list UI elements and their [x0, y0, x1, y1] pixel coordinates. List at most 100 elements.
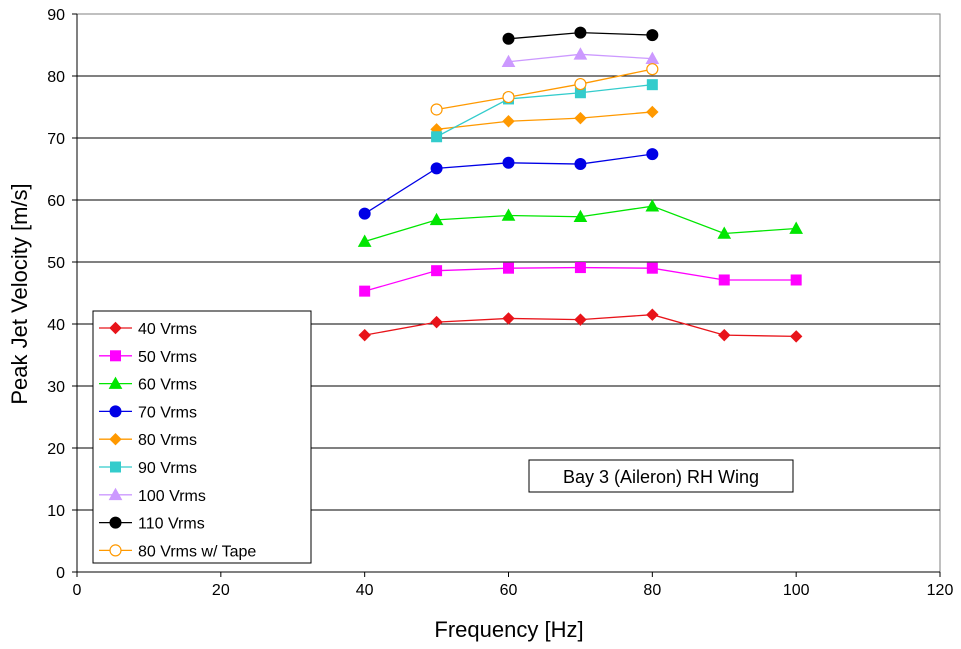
- data-point: [645, 199, 660, 212]
- legend-label: 100 Vrms: [138, 488, 206, 505]
- data-point: [573, 209, 588, 223]
- x-tick-label: 40: [356, 582, 374, 599]
- data-point: [646, 63, 659, 76]
- data-point: [573, 47, 588, 60]
- data-point: [646, 262, 658, 274]
- data-point: [359, 285, 371, 297]
- data-point: [502, 312, 515, 325]
- legend-swatch-marker: [109, 405, 122, 418]
- y-tick-label: 20: [47, 441, 65, 458]
- series-0: [358, 308, 803, 343]
- legend-label: 80 Vrms: [138, 432, 197, 449]
- data-point: [646, 105, 659, 119]
- legend-item-2: 60 Vrms: [99, 376, 197, 394]
- legend-swatch-marker: [109, 516, 122, 529]
- series-7: [502, 26, 659, 45]
- data-point: [574, 262, 586, 274]
- legend-item-6: 100 Vrms: [99, 487, 206, 505]
- annotation-text: Bay 3 (Aileron) RH Wing: [563, 467, 759, 487]
- legend: 40 Vrms 50 Vrms 60 Vrms 70 Vrms 80 Vrms 90 Vr…: [92, 310, 312, 564]
- data-point: [502, 32, 515, 45]
- data-point: [431, 131, 443, 143]
- data-point: [718, 274, 730, 286]
- x-tick-label: 60: [500, 582, 518, 599]
- legend-item-8: 80 Vrms w/ Tape: [99, 543, 256, 560]
- x-axis-label: Frequency [Hz]: [434, 617, 583, 642]
- data-point: [789, 221, 804, 234]
- series-3: [358, 148, 659, 220]
- data-point: [790, 274, 802, 286]
- data-point: [429, 212, 444, 226]
- data-point: [646, 148, 659, 161]
- series-6: [501, 47, 660, 68]
- series-line: [436, 68, 653, 111]
- data-point: [718, 328, 731, 342]
- x-tick-label: 80: [643, 582, 661, 599]
- legend-swatch-marker: [109, 432, 122, 446]
- data-point: [646, 308, 659, 321]
- legend-label: 90 Vrms: [138, 460, 197, 477]
- legend-label: 80 Vrms w/ Tape: [138, 543, 256, 560]
- y-tick-label: 80: [47, 69, 65, 86]
- data-point: [574, 158, 587, 171]
- data-point: [502, 115, 515, 128]
- legend-item-4: 80 Vrms: [99, 432, 197, 449]
- series-line: [436, 84, 653, 138]
- data-point: [717, 226, 732, 239]
- data-point: [501, 208, 516, 221]
- data-point: [501, 54, 516, 68]
- legend-label: 70 Vrms: [138, 404, 197, 421]
- legend-swatch-marker: [108, 487, 123, 501]
- series-4: [430, 105, 659, 136]
- data-point: [430, 315, 443, 329]
- legend-label: 50 Vrms: [138, 349, 197, 366]
- data-point: [574, 313, 587, 326]
- legend-item-5: 90 Vrms: [99, 460, 197, 477]
- y-tick-label: 30: [47, 379, 65, 396]
- series-line: [436, 111, 653, 130]
- y-tick-label: 10: [47, 503, 65, 520]
- y-tick-label: 60: [47, 193, 65, 210]
- data-point: [646, 79, 658, 91]
- legend-item-3: 70 Vrms: [99, 404, 197, 421]
- x-tick-label: 120: [927, 582, 954, 599]
- data-point: [358, 207, 371, 220]
- data-point: [502, 156, 515, 169]
- data-point: [357, 234, 372, 247]
- legend-frame: [92, 310, 312, 564]
- data-point: [574, 111, 587, 125]
- data-point: [646, 29, 659, 42]
- data-point: [503, 262, 514, 274]
- x-tick-label: 0: [73, 582, 82, 599]
- data-point: [358, 328, 371, 342]
- legend-label: 40 Vrms: [138, 321, 197, 338]
- legend-swatch-marker: [110, 350, 121, 362]
- series-1: [359, 262, 802, 297]
- data-point: [430, 162, 443, 175]
- data-point: [431, 265, 443, 277]
- y-tick-label: 40: [47, 317, 65, 334]
- legend-item-1: 50 Vrms: [99, 349, 197, 366]
- data-point: [574, 26, 587, 39]
- legend-label: 110 Vrms: [138, 516, 205, 533]
- series-2: [357, 199, 804, 247]
- legend-item-7: 110 Vrms: [99, 516, 205, 533]
- axes: 0 10 20 30 40 50 60 70 80 90 0 20 40 60 80 100 120: [47, 7, 953, 599]
- x-tick-label: 20: [212, 582, 230, 599]
- data-point: [789, 330, 803, 343]
- y-tick-label: 50: [47, 255, 65, 272]
- y-axis-label: Peak Jet Velocity [m/s]: [7, 183, 32, 404]
- data-point: [502, 90, 515, 104]
- legend-label: 60 Vrms: [138, 377, 197, 394]
- legend-swatch-marker: [110, 461, 121, 473]
- y-tick-label: 70: [47, 131, 65, 148]
- legend-item-0: 40 Vrms: [99, 321, 197, 338]
- annotation-frame: [528, 459, 794, 493]
- annotation-box: Bay 3 (Aileron) RH Wing: [528, 459, 794, 493]
- series-8: [430, 63, 659, 116]
- data-point: [574, 77, 587, 91]
- y-tick-label: 90: [47, 7, 65, 24]
- x-tick-label: 100: [783, 582, 810, 599]
